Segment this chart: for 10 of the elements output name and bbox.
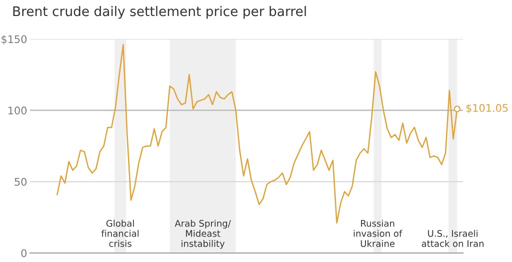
y-tick-label: 100 (8, 106, 27, 114)
annotation: Global financial crisis (101, 220, 139, 247)
chart-title: Brent crude daily settlement price per barrel (13, 6, 306, 19)
y-tick-label: 0 (21, 249, 27, 258)
annotation: Russian invasion of Ukraine (354, 220, 402, 247)
y-tick-label: $150 (2, 35, 27, 44)
annotation: Arab Spring/ Mideast instability (174, 220, 231, 249)
y-tick-label: 50 (14, 178, 27, 186)
text: $101.05 (466, 104, 508, 114)
annotation: U.S., Israeli attack on Iran (422, 230, 484, 247)
